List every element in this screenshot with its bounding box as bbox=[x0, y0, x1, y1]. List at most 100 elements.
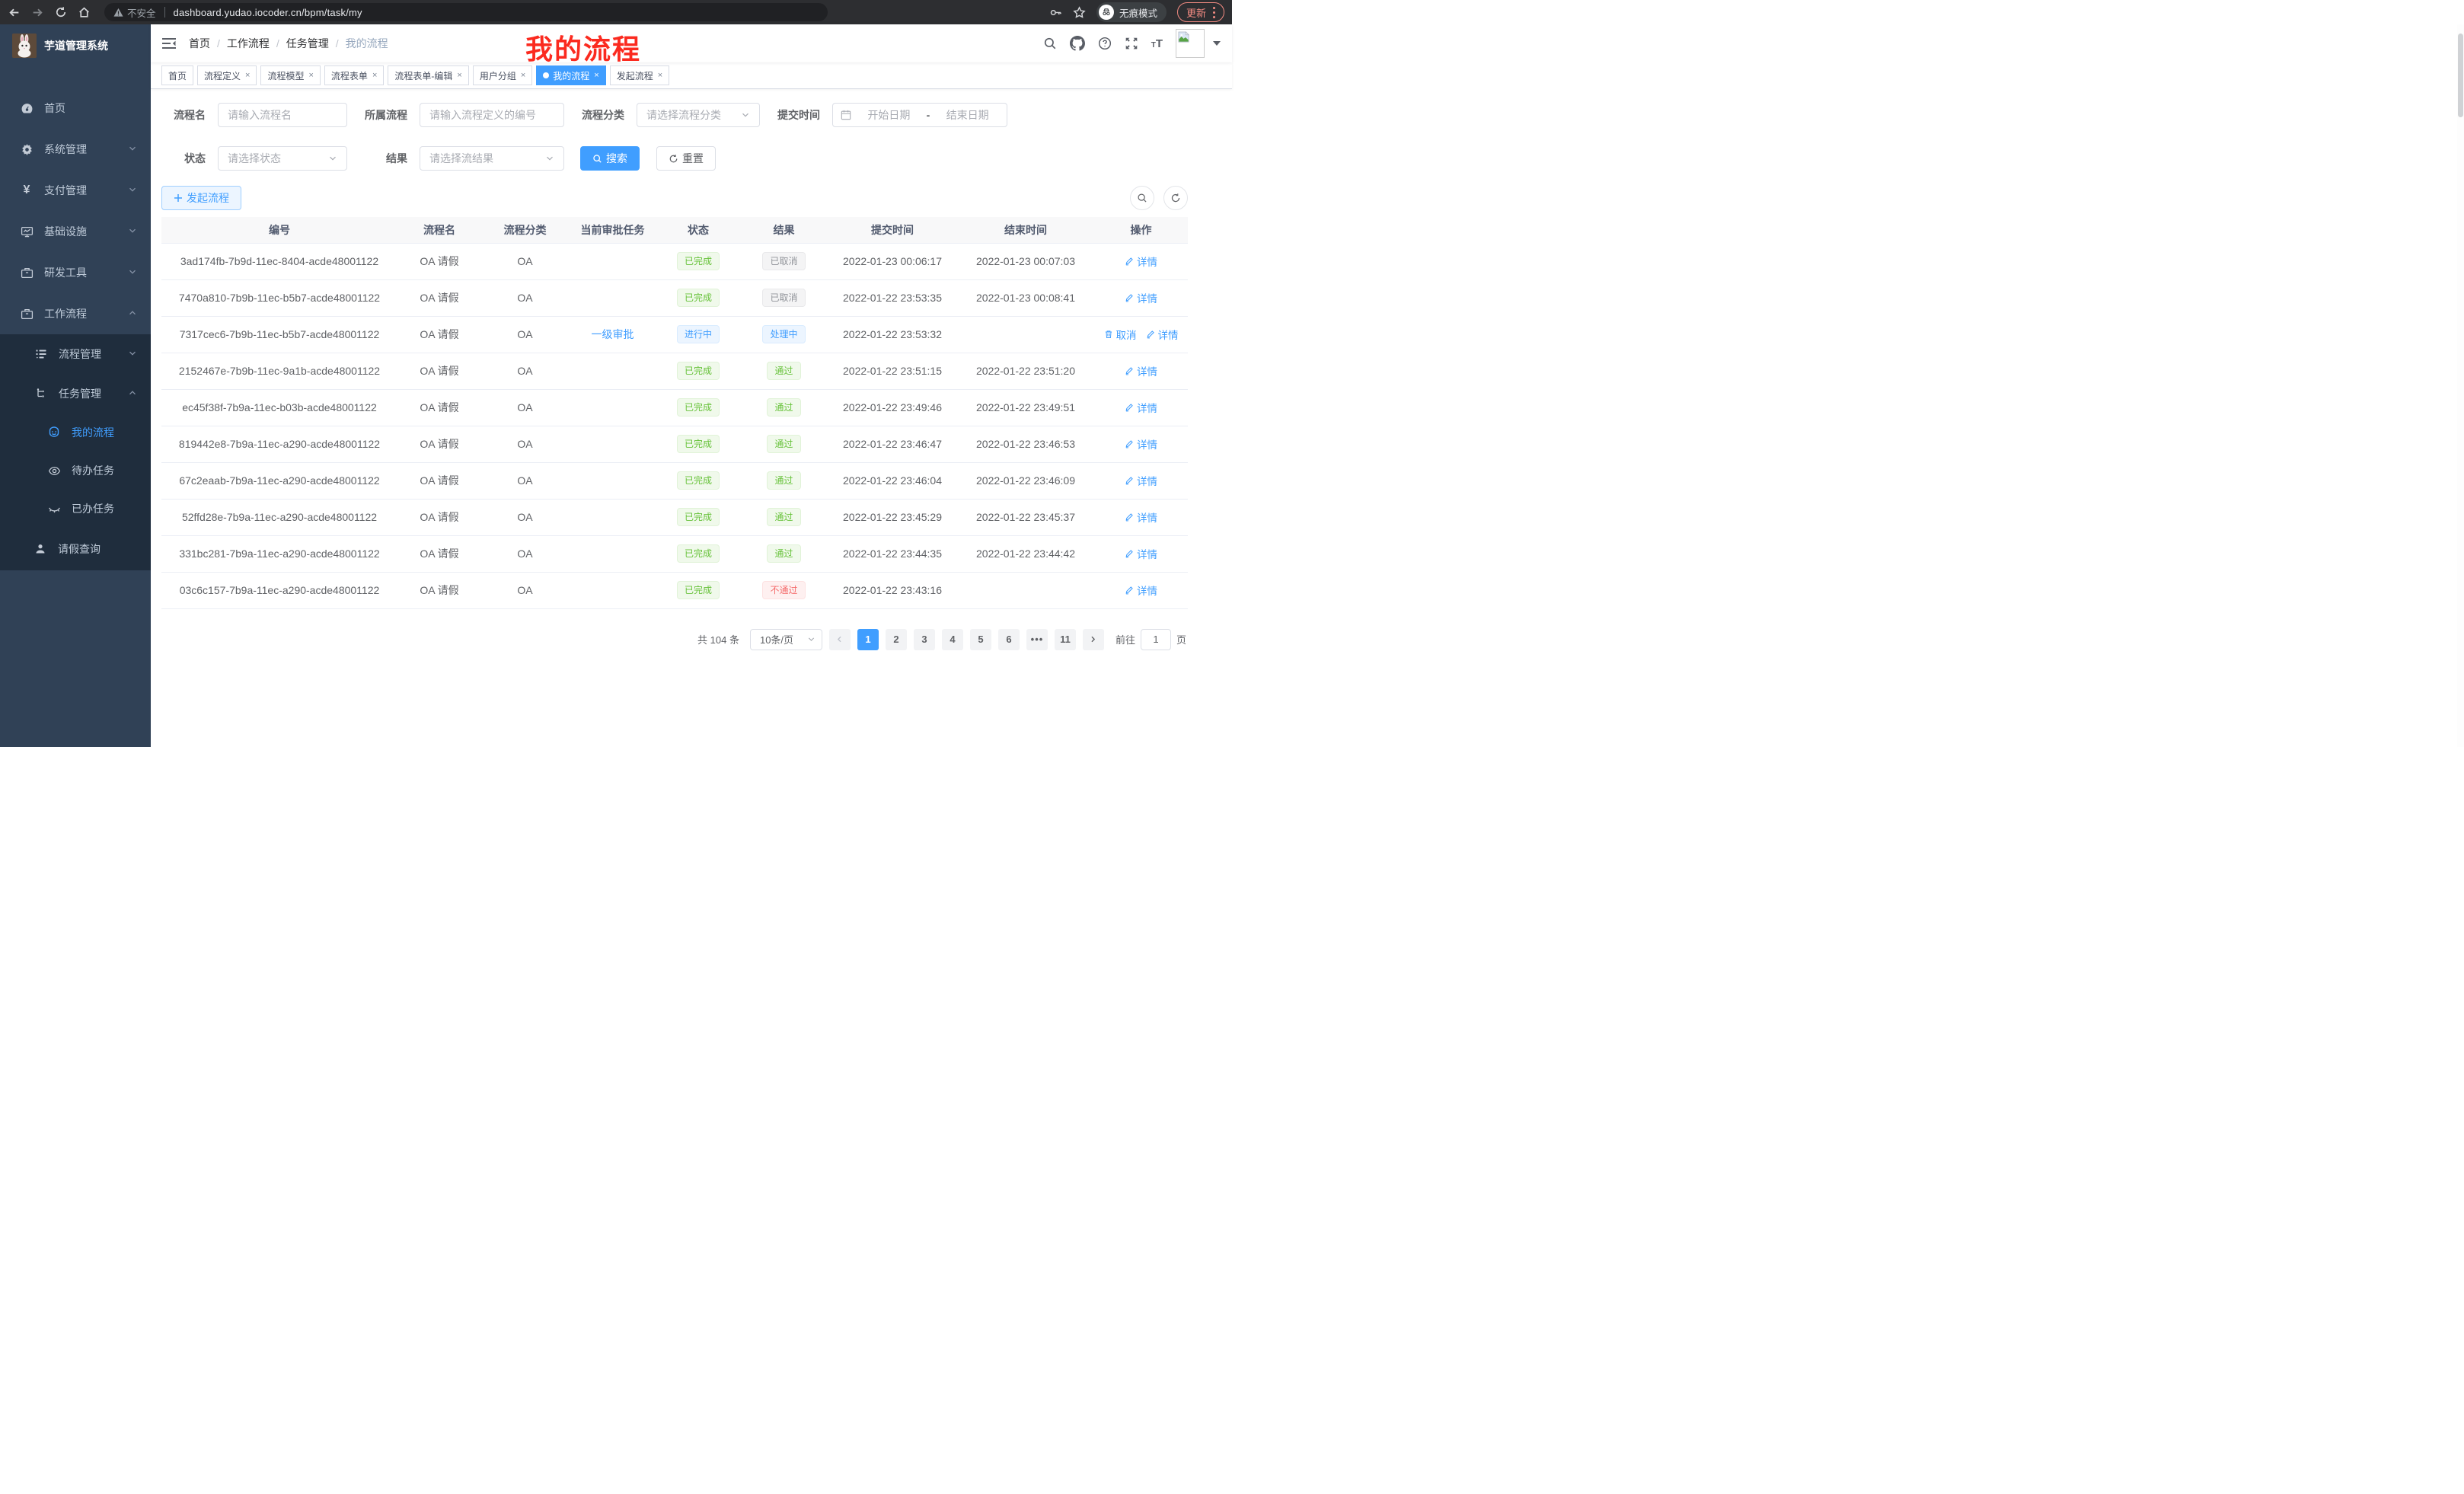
page-button-4[interactable]: 4 bbox=[941, 628, 963, 650]
tab-user-group[interactable]: 用户分组 × bbox=[472, 65, 533, 85]
sidebar-item-my-process[interactable]: 我的流程 bbox=[0, 413, 151, 452]
security-warning[interactable]: 不安全 bbox=[113, 5, 156, 20]
page-button-6[interactable]: 6 bbox=[997, 628, 1020, 650]
category-select[interactable]: 请选择流程分类 bbox=[637, 103, 760, 127]
tab-my-process[interactable]: 我的流程 × bbox=[536, 65, 606, 85]
table-row: 7470a810-7b9b-11ec-b5b7-acde48001122 OA … bbox=[161, 279, 1188, 317]
next-page-button[interactable] bbox=[1082, 628, 1104, 650]
sidebar-item-devtools[interactable]: 研发工具 bbox=[0, 252, 151, 293]
update-button[interactable]: 更新 bbox=[1176, 2, 1224, 22]
status-select[interactable]: 请选择状态 bbox=[218, 146, 347, 171]
sidebar-item-process-mgmt[interactable]: 流程管理 bbox=[0, 334, 151, 374]
scrollbar-thumb[interactable] bbox=[2458, 34, 2463, 117]
reset-button-label: 重置 bbox=[682, 152, 704, 164]
close-icon[interactable]: × bbox=[520, 71, 526, 80]
tab-process-form-edit[interactable]: 流程表单-编辑 × bbox=[388, 65, 469, 85]
prev-page-button[interactable] bbox=[828, 628, 851, 650]
page-size-select[interactable]: 10条/页 bbox=[749, 628, 822, 650]
back-icon[interactable] bbox=[8, 6, 21, 19]
tab-process-form[interactable]: 流程表单 × bbox=[324, 65, 385, 85]
close-icon[interactable]: × bbox=[372, 71, 378, 80]
detail-link[interactable]: 详情 bbox=[1125, 363, 1157, 378]
close-icon[interactable]: × bbox=[594, 71, 599, 80]
process-name-input[interactable] bbox=[218, 103, 347, 127]
table-search-button[interactable] bbox=[1130, 186, 1154, 210]
close-icon[interactable]: × bbox=[657, 71, 663, 80]
sidebar-item-infra[interactable]: 基础设施 bbox=[0, 211, 151, 252]
page-button-3[interactable]: 3 bbox=[913, 628, 935, 650]
tab-home[interactable]: 首页 bbox=[161, 65, 194, 85]
cell-end-time: 2022-01-22 23:49:51 bbox=[957, 389, 1094, 426]
table-refresh-button[interactable] bbox=[1163, 186, 1188, 210]
col-end-time: 结束时间 bbox=[957, 217, 1094, 243]
detail-link[interactable]: 详情 bbox=[1125, 473, 1157, 488]
reload-icon[interactable] bbox=[55, 6, 67, 18]
edit-icon bbox=[1125, 513, 1133, 522]
sidebar-item-task-mgmt[interactable]: 任务管理 bbox=[0, 374, 151, 413]
forward-icon[interactable] bbox=[31, 6, 44, 19]
breadcrumb-workflow[interactable]: 工作流程 bbox=[226, 37, 270, 49]
sidebar-item-done-tasks[interactable]: 已办任务 bbox=[0, 490, 151, 528]
sidebar-item-system[interactable]: 系统管理 bbox=[0, 129, 151, 170]
tab-process-model[interactable]: 流程模型 × bbox=[260, 65, 321, 85]
process-name-input-field[interactable] bbox=[228, 109, 337, 121]
tab-process-definition[interactable]: 流程定义 × bbox=[197, 65, 257, 85]
help-icon[interactable] bbox=[1098, 37, 1112, 50]
fullscreen-icon[interactable] bbox=[1125, 37, 1138, 50]
breadcrumb-task-mgmt[interactable]: 任务管理 bbox=[286, 37, 329, 49]
start-process-button[interactable]: 发起流程 bbox=[161, 186, 241, 210]
search-button[interactable]: 搜索 bbox=[580, 146, 640, 171]
search-icon[interactable] bbox=[1043, 37, 1057, 50]
detail-link[interactable]: 详情 bbox=[1125, 400, 1157, 415]
breadcrumb-home[interactable]: 首页 bbox=[189, 37, 210, 49]
reset-button[interactable]: 重置 bbox=[656, 146, 716, 171]
detail-link[interactable]: 详情 bbox=[1125, 583, 1157, 598]
page-button-2[interactable]: 2 bbox=[885, 628, 907, 650]
sidebar-collapse-icon[interactable] bbox=[162, 37, 176, 49]
cell-name: OA 请假 bbox=[397, 242, 481, 280]
more-pages-button[interactable]: ••• bbox=[1026, 628, 1048, 650]
close-icon[interactable]: × bbox=[245, 71, 251, 80]
result-badge: 已取消 bbox=[762, 289, 806, 307]
detail-link[interactable]: 详情 bbox=[1146, 327, 1179, 342]
bookmark-star-icon[interactable] bbox=[1073, 5, 1086, 19]
submit-time-range-picker[interactable]: 开始日期 - 结束日期 bbox=[832, 103, 1007, 127]
avatar-caret-icon[interactable] bbox=[1213, 41, 1221, 46]
result-select[interactable]: 请选择流结果 bbox=[420, 146, 564, 171]
detail-link[interactable]: 详情 bbox=[1125, 436, 1157, 452]
avatar[interactable] bbox=[1176, 29, 1205, 58]
cell-end-time: 2022-01-22 23:45:37 bbox=[957, 499, 1094, 536]
address-bar[interactable]: 不安全 dashboard.yudao.iocoder.cn/bpm/task/… bbox=[104, 3, 828, 21]
home-icon[interactable] bbox=[78, 6, 91, 19]
sidebar-item-payment[interactable]: ¥ 支付管理 bbox=[0, 170, 151, 211]
process-definition-input-field[interactable] bbox=[429, 109, 554, 121]
font-size-icon[interactable]: TT bbox=[1151, 37, 1163, 50]
detail-link[interactable]: 详情 bbox=[1125, 546, 1157, 561]
sidebar-item-label: 首页 bbox=[44, 102, 65, 114]
url-text[interactable]: dashboard.yudao.iocoder.cn/bpm/task/my bbox=[173, 6, 362, 18]
page-button-11[interactable]: 11 bbox=[1054, 628, 1076, 650]
process-definition-input[interactable] bbox=[420, 103, 564, 127]
page-button-1[interactable]: 1 bbox=[857, 628, 879, 650]
goto-page-input[interactable] bbox=[1140, 628, 1171, 650]
password-key-icon[interactable] bbox=[1049, 6, 1062, 19]
cancel-link[interactable]: 取消 bbox=[1104, 327, 1137, 342]
sidebar-item-workflow[interactable]: 工作流程 bbox=[0, 293, 151, 334]
detail-link[interactable]: 详情 bbox=[1125, 290, 1157, 305]
status-badge: 已完成 bbox=[676, 508, 720, 526]
github-icon[interactable] bbox=[1069, 36, 1085, 51]
detail-link[interactable]: 详情 bbox=[1125, 509, 1157, 525]
browser-menu-icon[interactable] bbox=[1213, 11, 1215, 14]
current-task-link[interactable]: 一级审批 bbox=[591, 328, 634, 340]
sidebar-item-todo-tasks[interactable]: 待办任务 bbox=[0, 452, 151, 490]
close-icon[interactable]: × bbox=[457, 71, 462, 80]
page-button-5[interactable]: 5 bbox=[969, 628, 991, 650]
close-icon[interactable]: × bbox=[308, 71, 314, 80]
sidebar-item-leave-query[interactable]: 请假查询 bbox=[0, 528, 151, 570]
cell-category: OA bbox=[481, 535, 569, 573]
page-scrollbar[interactable] bbox=[2457, 24, 2464, 747]
cell-id: 819442e8-7b9a-11ec-a290-acde48001122 bbox=[161, 426, 397, 463]
sidebar-item-home[interactable]: 首页 bbox=[0, 88, 151, 129]
detail-link[interactable]: 详情 bbox=[1125, 254, 1157, 269]
tab-start-process[interactable]: 发起流程 × bbox=[609, 65, 670, 85]
